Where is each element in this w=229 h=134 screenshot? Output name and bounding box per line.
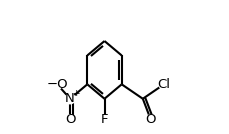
- Circle shape: [99, 115, 109, 125]
- Text: O: O: [65, 113, 75, 126]
- Text: N: N: [65, 92, 75, 105]
- Text: O: O: [145, 113, 155, 126]
- Text: F: F: [100, 113, 108, 126]
- Circle shape: [158, 79, 168, 89]
- Circle shape: [52, 79, 62, 89]
- Text: Cl: Cl: [157, 78, 170, 91]
- Text: −O: −O: [46, 78, 68, 91]
- Circle shape: [65, 94, 75, 104]
- Text: +: +: [71, 89, 79, 98]
- Circle shape: [145, 115, 155, 125]
- Circle shape: [65, 115, 75, 125]
